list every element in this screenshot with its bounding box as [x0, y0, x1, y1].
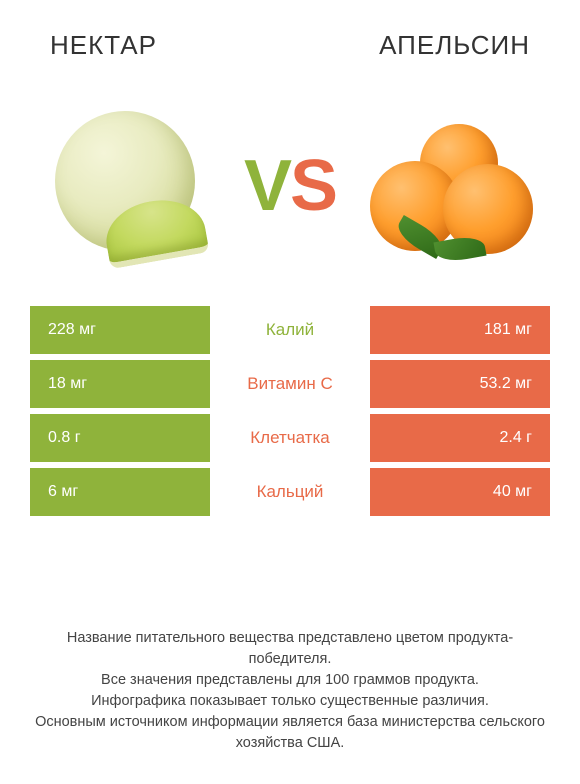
nutrient-name: Калий [210, 306, 370, 354]
table-row: 0.8 гКлетчатка2.4 г [30, 414, 550, 462]
orange-icon [365, 106, 535, 266]
vs-label: VS [244, 145, 336, 227]
title-left: НЕКТАР [50, 30, 157, 61]
table-row: 228 мгКалий181 мг [30, 306, 550, 354]
footer-line: Все значения представлены для 100 граммо… [35, 670, 545, 691]
melon-icon [50, 106, 210, 266]
image-left [40, 96, 220, 276]
footer-line: Название питательного вещества представл… [35, 628, 545, 670]
hero-row: VS [30, 86, 550, 286]
value-left: 228 мг [30, 306, 210, 354]
title-row: НЕКТАР АПЕЛЬСИН [30, 30, 550, 61]
title-right: АПЕЛЬСИН [379, 30, 530, 61]
nutrient-name: Витамин C [210, 360, 370, 408]
infographic-container: НЕКТАР АПЕЛЬСИН VS 228 мгКалий181 мг 18 м… [0, 0, 580, 784]
value-right: 40 мг [370, 468, 550, 516]
nutrient-name: Клетчатка [210, 414, 370, 462]
value-left: 6 мг [30, 468, 210, 516]
value-left: 18 мг [30, 360, 210, 408]
value-right: 53.2 мг [370, 360, 550, 408]
footer-line: Основным источником информации является … [35, 712, 545, 754]
table-row: 18 мгВитамин C53.2 мг [30, 360, 550, 408]
image-right [360, 96, 540, 276]
table-row: 6 мгКальций40 мг [30, 468, 550, 516]
footer-notes: Название питательного вещества представл… [30, 628, 550, 764]
comparison-table: 228 мгКалий181 мг 18 мгВитамин C53.2 мг 0.… [30, 306, 550, 522]
vs-s: S [290, 146, 336, 226]
vs-v: V [244, 146, 290, 226]
value-right: 181 мг [370, 306, 550, 354]
value-left: 0.8 г [30, 414, 210, 462]
nutrient-name: Кальций [210, 468, 370, 516]
footer-line: Инфографика показывает только существенн… [35, 691, 545, 712]
value-right: 2.4 г [370, 414, 550, 462]
